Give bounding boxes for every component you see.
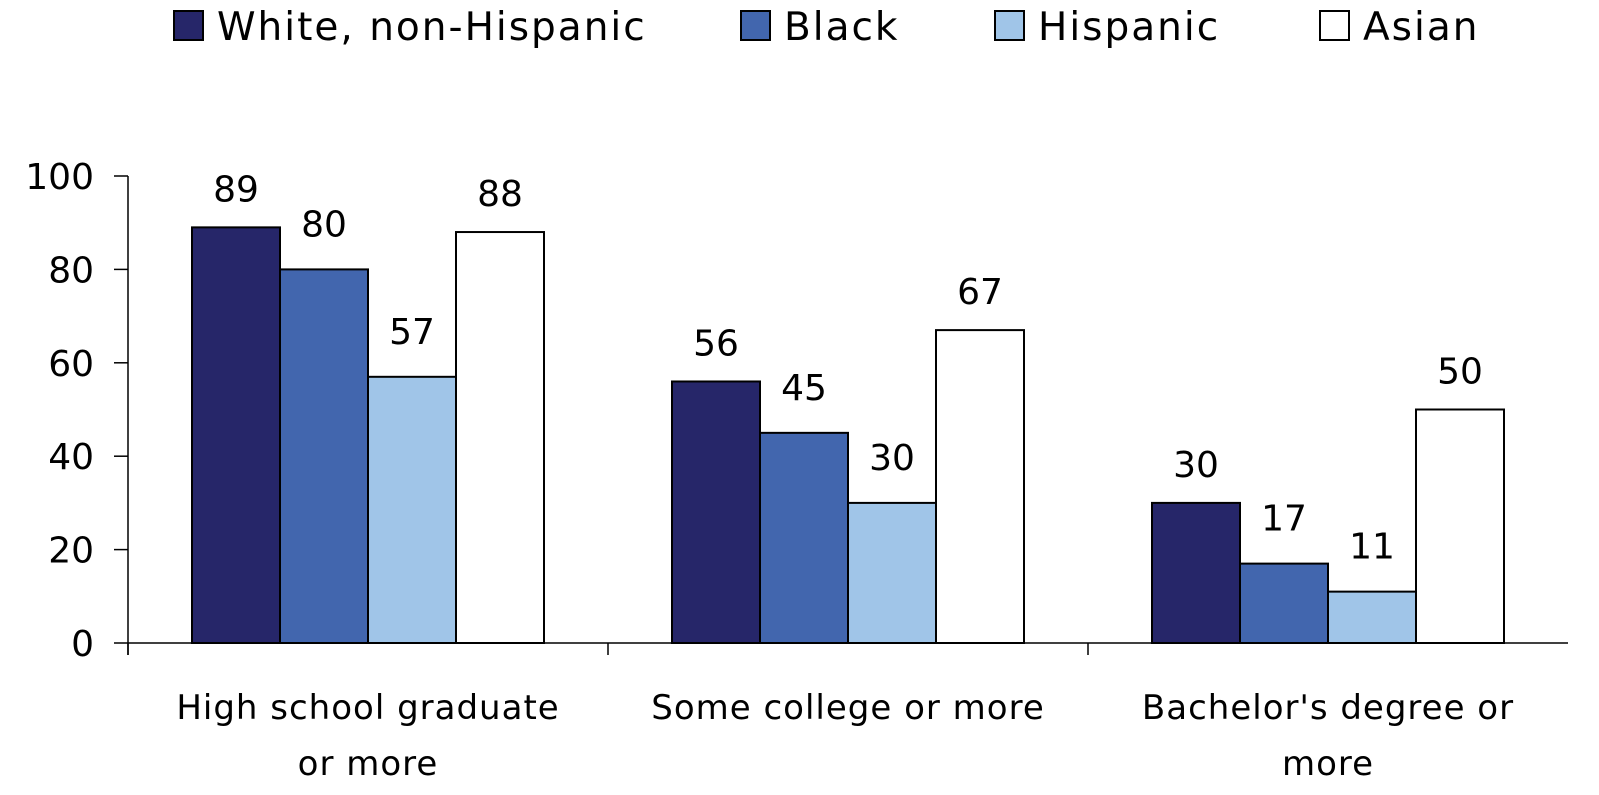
bar-black-2: [760, 433, 848, 643]
bar-asian-2: [936, 330, 1024, 643]
bars: [192, 227, 1504, 643]
bar-black-1: [280, 269, 368, 643]
data-label-white-non-hispanic-1: 89: [213, 169, 259, 210]
x-category-label-1: High school graduate or more: [176, 688, 559, 784]
data-label-white-non-hispanic-2: 56: [693, 323, 739, 364]
legend-swatch-black: [741, 11, 770, 40]
y-tick-label: 80: [48, 250, 94, 291]
data-label-hispanic-3: 11: [1349, 527, 1395, 568]
legend-label-white-non-hispanic: White, non-Hispanic: [217, 5, 647, 50]
legend: White, non-Hispanic Black Hispanic Asian: [174, 5, 1479, 50]
y-tick-label: 0: [71, 624, 94, 665]
y-tick-label: 20: [48, 531, 94, 572]
bar-white-non-hispanic-2: [672, 381, 760, 643]
data-label-hispanic-2: 30: [869, 438, 915, 479]
data-label-hispanic-1: 57: [389, 312, 435, 353]
legend-swatch-white-non-hispanic: [174, 11, 203, 40]
x-category-label-2: Some college or more: [651, 688, 1045, 728]
bar-hispanic-1: [368, 377, 456, 643]
data-label-black-2: 45: [781, 368, 827, 409]
bar-asian-1: [456, 232, 544, 643]
bar-black-3: [1240, 564, 1328, 643]
bar-white-non-hispanic-1: [192, 227, 280, 643]
bar-hispanic-2: [848, 503, 936, 643]
y-tick-label: 60: [48, 344, 94, 385]
data-label-asian-1: 88: [477, 174, 523, 215]
data-label-asian-3: 50: [1437, 352, 1483, 393]
y-tick-label: 100: [25, 157, 94, 198]
legend-label-hispanic: Hispanic: [1038, 5, 1220, 50]
data-label-black-3: 17: [1261, 499, 1307, 540]
x-axis: High school graduate or more Some college …: [128, 643, 1568, 784]
legend-swatch-asian: [1320, 11, 1349, 40]
legend-swatch-hispanic: [995, 11, 1024, 40]
data-label-asian-2: 67: [957, 272, 1003, 313]
legend-label-asian: Asian: [1363, 5, 1479, 50]
x-category-label-3: Bachelor's degree or more: [1142, 688, 1514, 784]
y-axis: 0 20 40 60 80 100: [25, 157, 128, 665]
bar-asian-3: [1416, 410, 1504, 644]
y-tick-label: 40: [48, 437, 94, 478]
data-label-white-non-hispanic-3: 30: [1173, 445, 1219, 486]
bar-white-non-hispanic-3: [1152, 503, 1240, 643]
bar-hispanic-3: [1328, 592, 1416, 643]
legend-label-black: Black: [784, 5, 900, 50]
data-label-black-1: 80: [301, 204, 347, 245]
